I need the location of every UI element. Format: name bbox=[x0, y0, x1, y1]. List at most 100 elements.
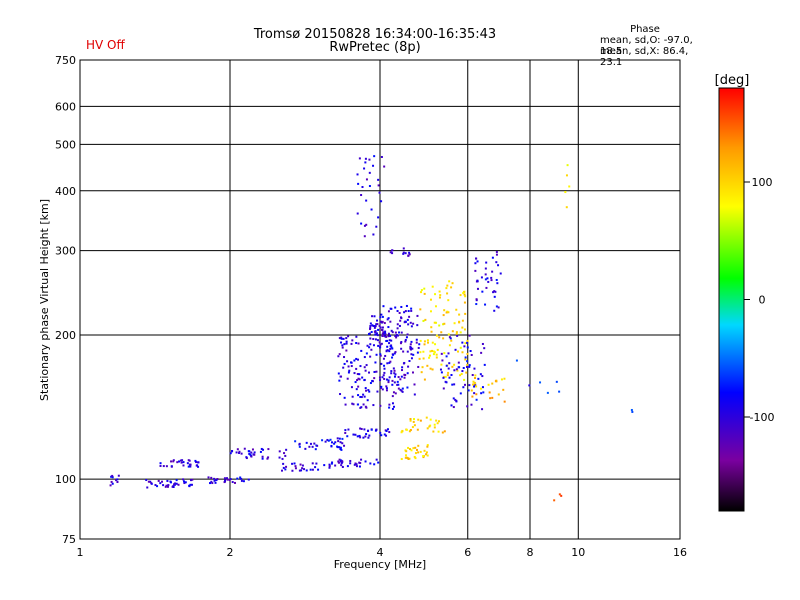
data-point bbox=[253, 453, 256, 456]
data-point bbox=[231, 449, 234, 452]
data-point bbox=[400, 340, 403, 343]
data-point bbox=[249, 453, 252, 456]
data-point bbox=[248, 452, 251, 455]
data-point bbox=[373, 325, 376, 328]
data-point bbox=[379, 387, 382, 390]
data-point bbox=[356, 373, 359, 376]
data-point bbox=[377, 184, 380, 187]
data-point bbox=[474, 269, 477, 272]
data-point bbox=[558, 493, 561, 496]
data-point bbox=[209, 482, 212, 485]
y-tick-label: 300 bbox=[55, 245, 76, 258]
data-point bbox=[392, 367, 395, 370]
data-points bbox=[109, 155, 634, 502]
data-point bbox=[360, 222, 363, 225]
data-point bbox=[361, 186, 364, 189]
data-point bbox=[463, 383, 466, 386]
data-point bbox=[408, 457, 411, 460]
y-tick-label: 750 bbox=[55, 54, 76, 67]
data-point bbox=[400, 331, 403, 334]
data-point bbox=[365, 433, 368, 436]
data-point bbox=[390, 346, 393, 349]
data-point bbox=[453, 322, 456, 325]
data-point bbox=[450, 373, 453, 376]
data-point bbox=[110, 475, 113, 478]
data-point bbox=[408, 360, 411, 363]
data-point bbox=[420, 289, 423, 292]
data-point bbox=[355, 367, 358, 370]
data-point bbox=[409, 348, 412, 351]
data-point bbox=[378, 191, 381, 194]
data-point bbox=[365, 364, 368, 367]
data-point bbox=[368, 346, 371, 349]
data-point bbox=[379, 354, 382, 357]
data-point bbox=[368, 434, 371, 437]
data-point bbox=[389, 251, 392, 254]
data-point bbox=[401, 390, 404, 393]
data-point bbox=[343, 444, 346, 447]
y-tick-label: 400 bbox=[55, 185, 76, 198]
data-point bbox=[339, 446, 342, 449]
data-point bbox=[528, 384, 531, 387]
data-point bbox=[390, 370, 393, 373]
data-point bbox=[313, 442, 316, 445]
data-point bbox=[338, 446, 341, 449]
data-point bbox=[194, 459, 197, 462]
data-point bbox=[409, 321, 412, 324]
data-point bbox=[449, 337, 452, 340]
data-point bbox=[463, 293, 466, 296]
data-point bbox=[357, 182, 360, 185]
data-point bbox=[413, 393, 416, 396]
data-point bbox=[336, 437, 339, 440]
data-point bbox=[485, 286, 488, 289]
data-point bbox=[169, 481, 172, 484]
data-point bbox=[284, 454, 287, 457]
data-point bbox=[480, 276, 483, 279]
data-point bbox=[326, 438, 329, 441]
data-point bbox=[419, 419, 422, 422]
data-point bbox=[405, 428, 408, 431]
data-point bbox=[166, 479, 169, 482]
data-point bbox=[405, 450, 408, 453]
data-point bbox=[355, 388, 358, 391]
data-point bbox=[351, 395, 354, 398]
data-point bbox=[390, 339, 393, 342]
data-point bbox=[470, 353, 473, 356]
data-point bbox=[394, 331, 397, 334]
data-point bbox=[376, 339, 379, 342]
data-point bbox=[426, 444, 429, 447]
data-point bbox=[432, 430, 435, 433]
data-point bbox=[429, 367, 432, 370]
data-point bbox=[438, 336, 441, 339]
data-point bbox=[405, 456, 408, 459]
data-point bbox=[229, 452, 232, 455]
data-point bbox=[374, 333, 377, 336]
data-point bbox=[470, 403, 473, 406]
data-point bbox=[393, 381, 396, 384]
data-point bbox=[394, 351, 397, 354]
data-point bbox=[189, 463, 192, 466]
data-point bbox=[442, 387, 445, 390]
data-point bbox=[367, 436, 370, 439]
data-point bbox=[385, 429, 388, 432]
data-point bbox=[110, 480, 113, 483]
data-point bbox=[338, 337, 341, 340]
data-point bbox=[384, 333, 387, 336]
data-point bbox=[363, 224, 366, 227]
data-point bbox=[390, 372, 393, 375]
data-point bbox=[291, 462, 294, 465]
data-point bbox=[330, 462, 333, 465]
data-point bbox=[441, 359, 444, 362]
data-point bbox=[388, 350, 391, 353]
data-point bbox=[458, 313, 461, 316]
data-point bbox=[327, 439, 330, 442]
data-point bbox=[386, 349, 389, 352]
data-point bbox=[408, 448, 411, 451]
data-point bbox=[404, 374, 407, 377]
data-point bbox=[422, 357, 425, 360]
data-point bbox=[382, 305, 385, 308]
data-point bbox=[333, 442, 336, 445]
data-point bbox=[375, 225, 378, 228]
data-point bbox=[425, 453, 428, 456]
data-point bbox=[433, 351, 436, 354]
